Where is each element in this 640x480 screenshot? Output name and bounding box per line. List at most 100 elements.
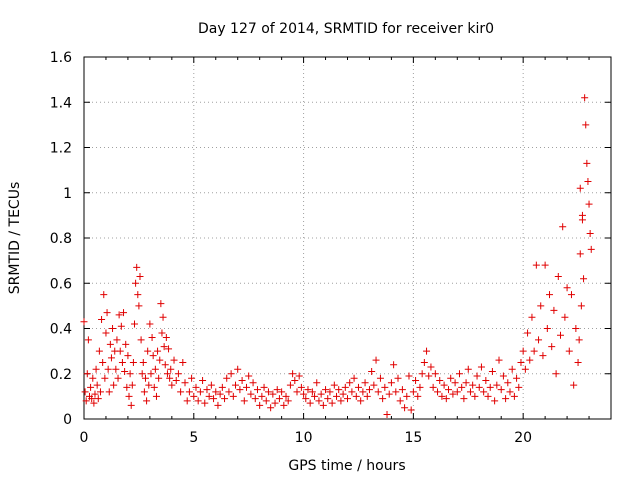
- data-point: [121, 367, 129, 375]
- data-point: [304, 386, 312, 394]
- data-point: [157, 300, 165, 308]
- data-point: [572, 325, 580, 332]
- data-point: [205, 392, 213, 400]
- data-point: [136, 272, 144, 280]
- data-point: [115, 311, 123, 319]
- data-point: [319, 401, 327, 409]
- data-point: [559, 223, 567, 231]
- data-point: [324, 395, 332, 403]
- y-tick-label: 1.4: [50, 95, 72, 111]
- data-point: [339, 390, 347, 398]
- data-point: [98, 315, 106, 323]
- data-point: [258, 392, 266, 400]
- data-point: [163, 370, 171, 378]
- data-point: [145, 381, 153, 389]
- data-point: [105, 388, 113, 396]
- data-point: [194, 397, 202, 405]
- data-point: [295, 372, 303, 380]
- data-point: [368, 367, 376, 375]
- data-point: [199, 377, 207, 385]
- data-point: [337, 397, 345, 405]
- data-point: [165, 345, 173, 353]
- data-point: [150, 383, 158, 391]
- data-point: [88, 395, 96, 403]
- data-point: [140, 388, 148, 396]
- data-point: [227, 370, 235, 378]
- data-point: [491, 397, 499, 405]
- data-point: [451, 379, 459, 387]
- data-point: [510, 392, 518, 400]
- data-point: [113, 336, 121, 344]
- data-point: [185, 388, 193, 396]
- data-point: [508, 365, 516, 373]
- data-point: [565, 347, 573, 355]
- data-point: [110, 381, 118, 389]
- data-point: [107, 354, 115, 362]
- data-point: [104, 365, 112, 373]
- data-point: [473, 372, 481, 380]
- data-point: [515, 383, 523, 391]
- data-point: [453, 388, 461, 396]
- data-point: [221, 395, 229, 403]
- data-point: [405, 372, 413, 380]
- data-point: [517, 358, 525, 366]
- data-point: [251, 395, 259, 403]
- data-point: [236, 386, 244, 394]
- data-point: [313, 379, 321, 387]
- data-point: [458, 383, 466, 391]
- data-point: [502, 395, 510, 403]
- y-tick-labels: 0 0.2 0.4 0.6 0.8 1 1.2 1.4 1.6: [50, 50, 72, 428]
- data-point: [363, 392, 371, 400]
- data-point: [581, 94, 589, 102]
- data-point: [357, 397, 365, 405]
- data-point: [132, 279, 140, 287]
- data-point: [379, 395, 387, 403]
- data-point: [466, 388, 474, 396]
- data-point: [447, 374, 455, 382]
- data-point: [582, 121, 590, 129]
- x-tick-label: 10: [295, 430, 313, 446]
- data-point: [93, 381, 101, 389]
- data-point: [143, 397, 151, 405]
- data-point: [383, 410, 391, 418]
- x-tick-labels: 0 5 10 15 20: [80, 430, 533, 446]
- data-point: [156, 356, 164, 364]
- data-point: [82, 397, 90, 405]
- data-point: [207, 381, 215, 389]
- data-point: [190, 392, 198, 400]
- data-point: [387, 379, 395, 387]
- data-point: [445, 386, 453, 394]
- data-point: [407, 406, 415, 414]
- data-point: [537, 302, 545, 310]
- data-point: [306, 399, 314, 407]
- data-point: [438, 392, 446, 400]
- data-point: [170, 356, 178, 364]
- data-point: [91, 390, 99, 398]
- data-point: [179, 358, 187, 366]
- data-point: [418, 370, 426, 378]
- data-point: [427, 363, 435, 371]
- data-point: [506, 388, 514, 396]
- data-point: [102, 329, 110, 337]
- data-point: [201, 399, 209, 407]
- data-point: [372, 356, 380, 364]
- data-point: [152, 392, 160, 400]
- y-tick-label: 1.2: [50, 141, 72, 157]
- data-point: [361, 379, 369, 387]
- data-point: [225, 388, 233, 396]
- data-point: [203, 386, 211, 394]
- data-point: [434, 388, 442, 396]
- data-point: [256, 401, 264, 409]
- data-point: [289, 370, 297, 378]
- data-point: [322, 386, 330, 394]
- data-point: [162, 334, 170, 342]
- data-point: [174, 370, 182, 378]
- data-point: [141, 374, 149, 382]
- data-point: [414, 392, 422, 400]
- data-point: [112, 365, 120, 373]
- data-point: [114, 374, 122, 382]
- data-point: [352, 392, 360, 400]
- data-point: [116, 347, 124, 355]
- data-point: [575, 336, 583, 344]
- data-point: [412, 377, 420, 385]
